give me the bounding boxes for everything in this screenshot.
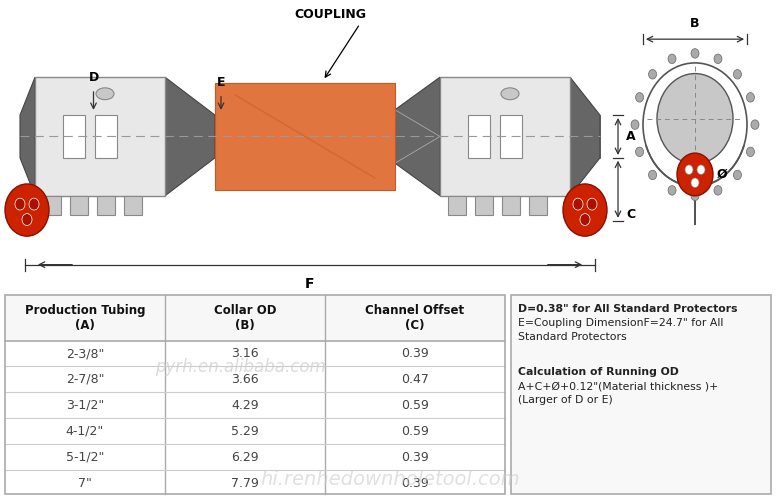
Text: A: A: [626, 130, 636, 143]
Circle shape: [580, 214, 590, 226]
Text: 0.59: 0.59: [401, 425, 429, 438]
Text: 5.29: 5.29: [231, 425, 259, 438]
Bar: [97, 196, 115, 215]
Circle shape: [5, 184, 49, 236]
Text: C: C: [626, 208, 635, 221]
Circle shape: [668, 54, 676, 64]
Bar: [20, 115, 600, 158]
Circle shape: [636, 147, 643, 157]
Bar: [35, 77, 165, 196]
Text: 4-1/2": 4-1/2": [66, 425, 104, 438]
Text: 0.59: 0.59: [401, 399, 429, 412]
Polygon shape: [165, 77, 215, 196]
Polygon shape: [20, 77, 35, 196]
Bar: [215, 83, 395, 190]
Text: Calculation of Running OD: Calculation of Running OD: [518, 367, 679, 377]
Text: 3.16: 3.16: [231, 347, 259, 360]
Circle shape: [636, 92, 643, 102]
Circle shape: [747, 147, 754, 157]
Text: E=Coupling DimensionF=24.7" for All: E=Coupling DimensionF=24.7" for All: [518, 318, 723, 328]
Circle shape: [714, 186, 722, 195]
Circle shape: [751, 120, 759, 129]
Circle shape: [573, 198, 583, 210]
Text: 6.29: 6.29: [231, 451, 259, 464]
Circle shape: [668, 186, 676, 195]
Text: 3.66: 3.66: [231, 373, 259, 386]
Text: 2-7/8": 2-7/8": [66, 373, 104, 386]
Text: 7": 7": [78, 477, 92, 490]
Bar: [124, 196, 142, 215]
Text: Collar OD
(B): Collar OD (B): [213, 304, 276, 331]
Polygon shape: [570, 77, 600, 196]
Circle shape: [649, 70, 656, 79]
Bar: [511, 295, 771, 494]
Text: 0.39: 0.39: [401, 451, 429, 464]
Circle shape: [22, 214, 32, 226]
Bar: [395, 110, 440, 163]
Circle shape: [691, 178, 699, 187]
Circle shape: [677, 153, 713, 196]
Text: 5-1/2": 5-1/2": [66, 451, 104, 464]
Text: Production Tubing
(A): Production Tubing (A): [25, 304, 145, 331]
Text: F: F: [305, 276, 315, 291]
Text: E: E: [217, 76, 225, 89]
Circle shape: [643, 63, 747, 186]
Text: 3-1/2": 3-1/2": [66, 399, 104, 412]
Ellipse shape: [96, 88, 114, 100]
Text: hi.renhedownholetool.com: hi.renhedownholetool.com: [260, 470, 520, 489]
Bar: [5, 295, 505, 340]
Bar: [448, 196, 466, 215]
Bar: [5, 295, 505, 494]
Bar: [529, 196, 547, 215]
Circle shape: [714, 54, 722, 64]
Bar: [500, 115, 522, 158]
Circle shape: [29, 198, 39, 210]
Circle shape: [733, 70, 741, 79]
Bar: [440, 77, 570, 196]
Circle shape: [691, 191, 699, 201]
Polygon shape: [395, 77, 440, 196]
Text: 4.29: 4.29: [231, 399, 259, 412]
Bar: [70, 196, 88, 215]
Bar: [43, 196, 61, 215]
Text: Ø: Ø: [717, 168, 728, 181]
Bar: [468, 115, 490, 158]
Circle shape: [691, 49, 699, 58]
Text: (Larger of D or E): (Larger of D or E): [518, 395, 613, 406]
Text: A+C+Ø+0.12"(Material thickness )+: A+C+Ø+0.12"(Material thickness )+: [518, 381, 719, 392]
Bar: [63, 115, 85, 158]
Bar: [215, 110, 260, 163]
Text: D=0.38" for All Standard Protectors: D=0.38" for All Standard Protectors: [518, 304, 737, 314]
Circle shape: [657, 74, 733, 164]
Text: Standard Protectors: Standard Protectors: [518, 331, 627, 341]
Circle shape: [15, 198, 25, 210]
Text: pyrh.en.alibaba.com: pyrh.en.alibaba.com: [154, 358, 325, 376]
Text: 0.47: 0.47: [401, 373, 429, 386]
Text: 2-3/8": 2-3/8": [66, 347, 104, 360]
Text: 7.79: 7.79: [231, 477, 259, 490]
Bar: [502, 196, 520, 215]
Text: Channel Offset
(C): Channel Offset (C): [365, 304, 465, 331]
Circle shape: [697, 165, 705, 174]
Bar: [95, 115, 117, 158]
Circle shape: [649, 170, 656, 180]
Ellipse shape: [501, 88, 519, 100]
Circle shape: [587, 198, 597, 210]
Bar: [475, 196, 493, 215]
Text: COUPLING: COUPLING: [294, 8, 366, 21]
Circle shape: [747, 92, 754, 102]
Circle shape: [685, 165, 693, 174]
Text: D: D: [88, 71, 99, 84]
Circle shape: [631, 120, 639, 129]
Text: 0.39: 0.39: [401, 477, 429, 490]
Circle shape: [733, 170, 741, 180]
Text: 0.39: 0.39: [401, 347, 429, 360]
Text: B: B: [690, 17, 700, 30]
Circle shape: [563, 184, 607, 236]
